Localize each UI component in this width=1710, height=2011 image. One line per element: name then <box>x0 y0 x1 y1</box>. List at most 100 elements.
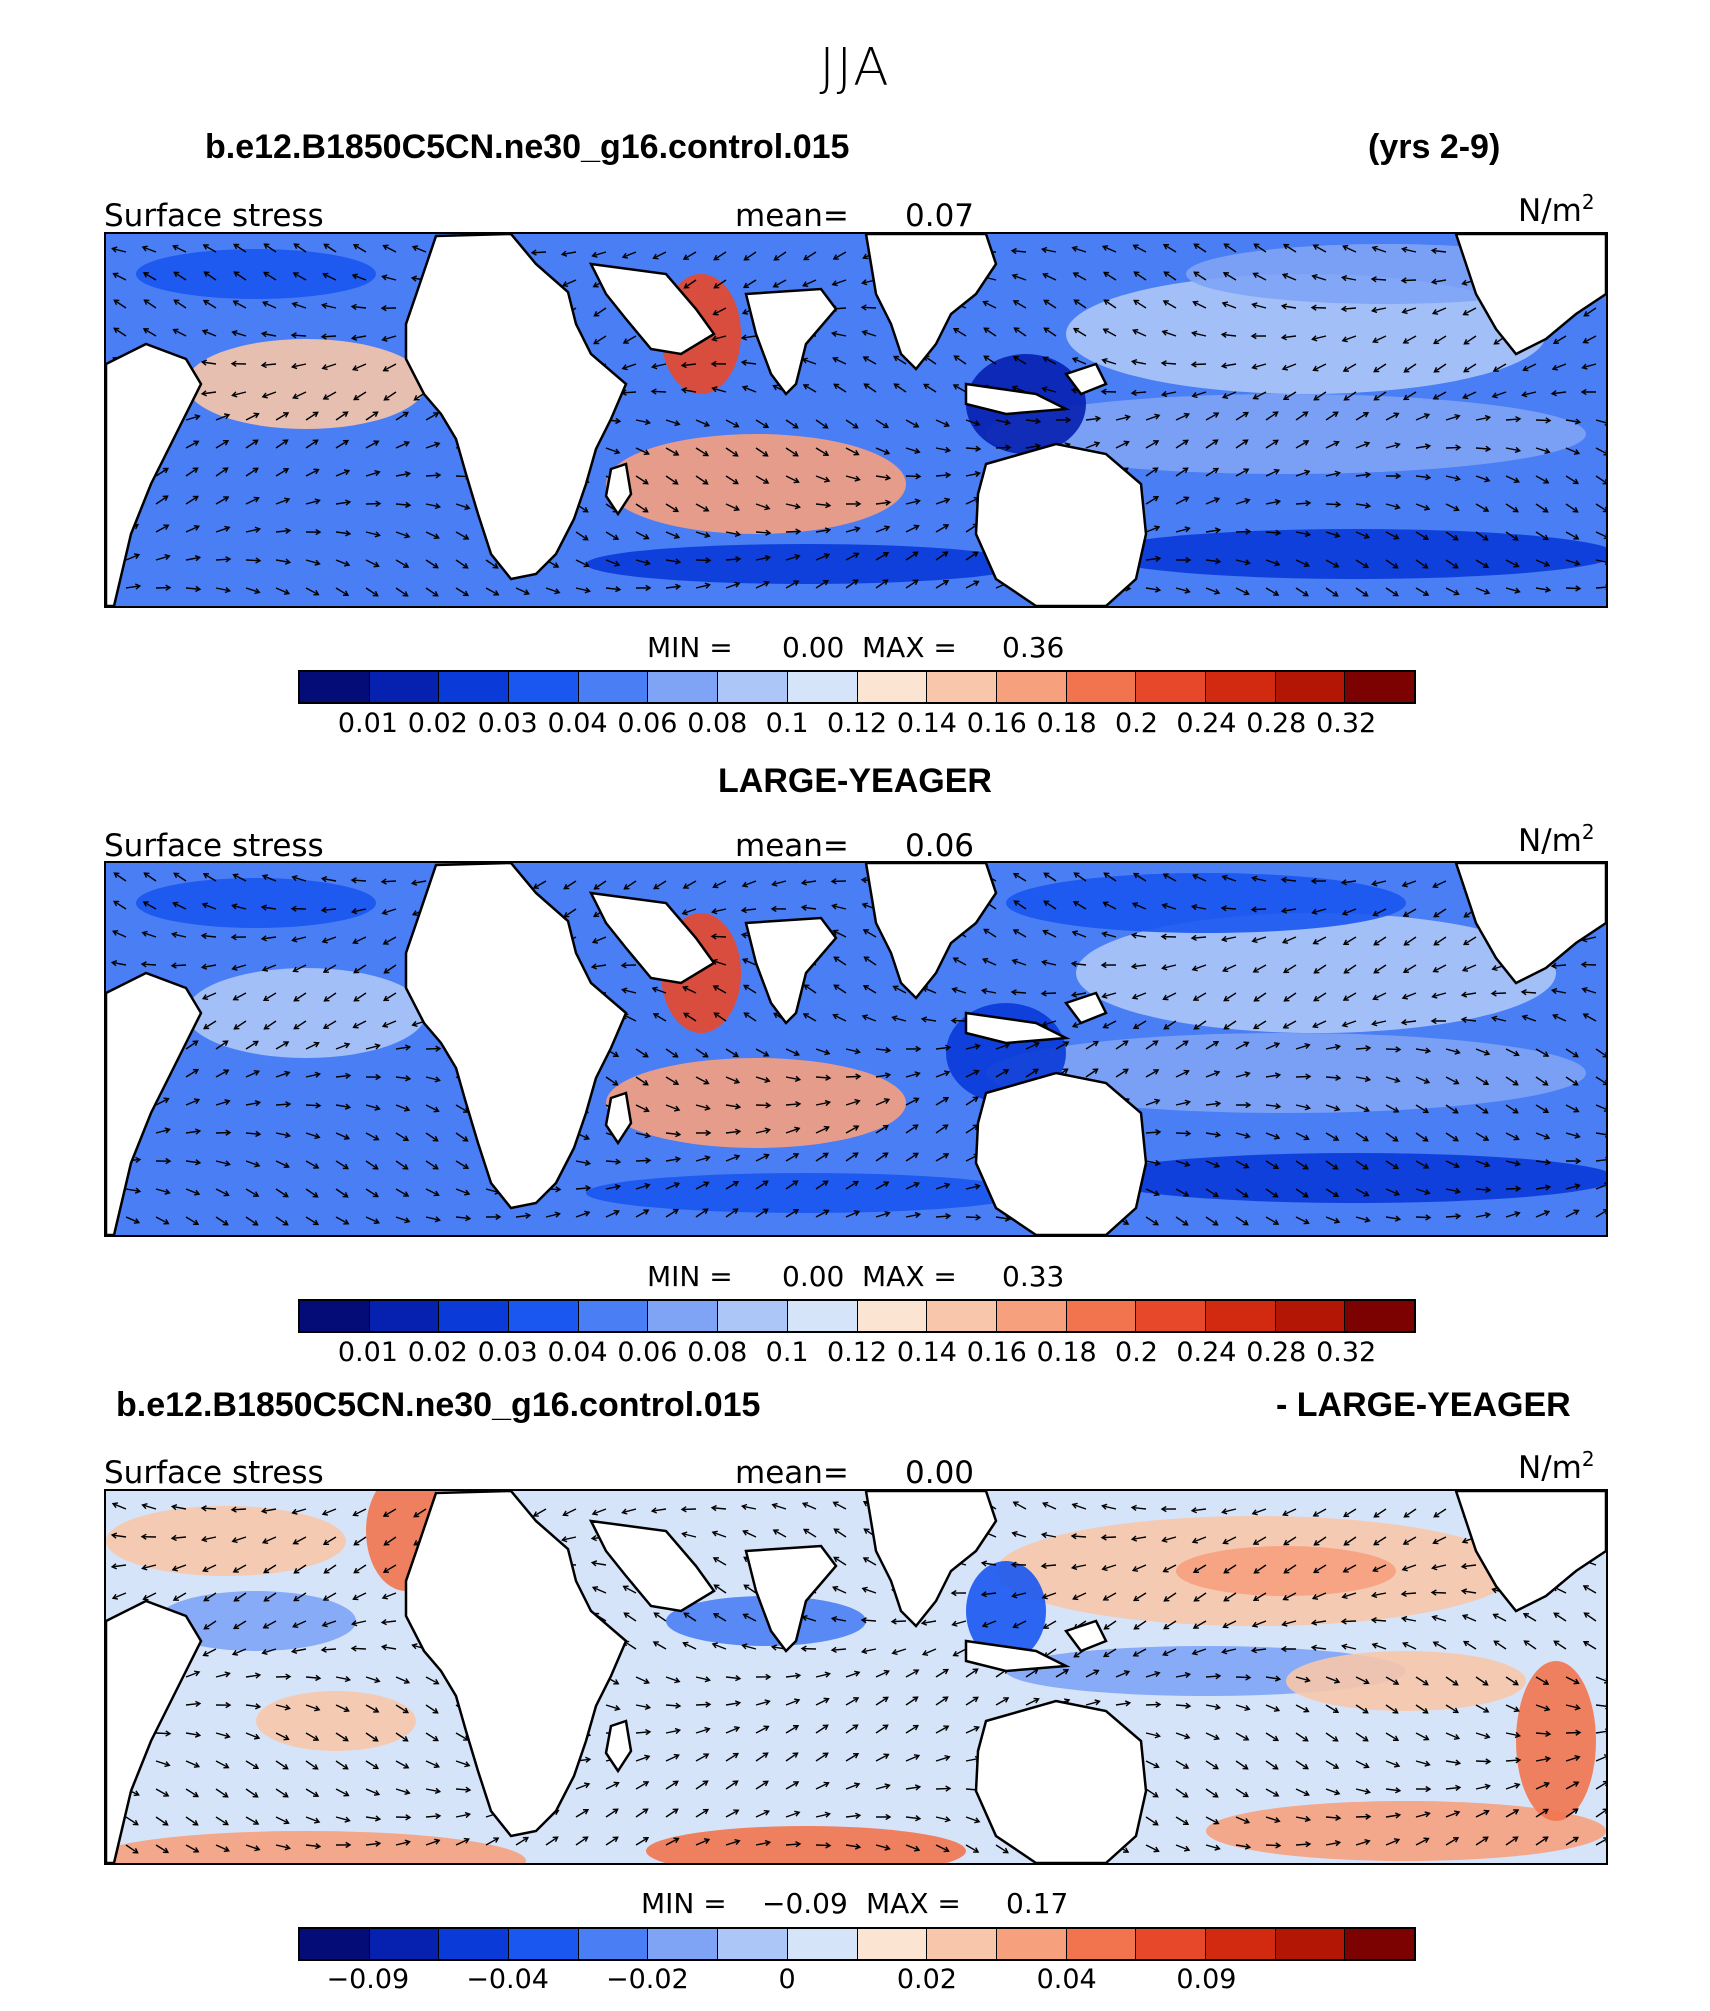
colorbar-swatch <box>300 1301 370 1331</box>
colorbar-tick-label: 0.02 <box>896 1964 957 1995</box>
panel1-min-value: 0.00 <box>782 631 845 664</box>
panel3-units-base: N/m <box>1518 1450 1582 1486</box>
colorbar-tick-label: −0.04 <box>466 1964 549 1995</box>
colorbar-tick-label: 0.06 <box>617 1337 678 1368</box>
colorbar-tick-label: 0.1 <box>765 1337 809 1368</box>
colorbar-tick-label: 0.32 <box>1316 1337 1377 1368</box>
panel3-colorbar-ticks: −0.09 −0.04 −0.02 0 0.02 0.04 0.09 <box>298 1964 1416 1998</box>
case-name-header: b.e12.B1850C5CN.ne30_g16.control.015 <box>205 128 850 166</box>
colorbar-swatch <box>648 1301 719 1331</box>
colorbar-swatch <box>648 672 719 702</box>
colorbar-swatch <box>927 1929 997 1959</box>
colorbar-swatch <box>509 672 579 702</box>
panel3-units-exp: 2 <box>1581 1447 1595 1471</box>
colorbar-tick-label: 0.28 <box>1246 708 1307 739</box>
colorbar-swatch <box>996 1301 1067 1331</box>
colorbar-tick-label: 0.01 <box>337 708 398 739</box>
colorbar-tick-label: 0.14 <box>896 708 957 739</box>
colorbar-tick-label: 0.32 <box>1316 708 1377 739</box>
panel1-colorbar <box>298 670 1416 704</box>
colorbar-tick-label: 0.04 <box>547 1337 608 1368</box>
colorbar-tick-label: 0.03 <box>477 708 538 739</box>
colorbar-swatch <box>509 1929 579 1959</box>
colorbar-swatch <box>787 1929 858 1959</box>
panel2-field-label: Surface stress <box>104 828 324 864</box>
colorbar-swatch <box>369 1301 440 1331</box>
colorbar-tick-label: 0 <box>778 1964 796 1995</box>
reference-title: LARGE-YEAGER <box>718 762 992 800</box>
panel2-mean-label: mean= <box>735 828 849 864</box>
colorbar-swatch <box>927 672 997 702</box>
colorbar-tick-label: 0.12 <box>826 1337 888 1368</box>
panel2-mean-value: 0.06 <box>905 828 975 864</box>
colorbar-swatch <box>439 1929 510 1959</box>
colorbar-swatch <box>1066 1301 1137 1331</box>
colorbar-swatch <box>1275 1301 1346 1331</box>
colorbar-swatch <box>578 1929 649 1959</box>
colorbar-swatch <box>718 672 788 702</box>
panel1-mean-value: 0.07 <box>905 198 975 234</box>
colorbar-swatch <box>1136 1929 1206 1959</box>
colorbar-tick-label: 0.2 <box>1115 1337 1158 1368</box>
panel2-colorbar-ticks: 0.01 0.02 0.03 0.04 0.06 0.08 0.1 0.12 0.14 0.16 0… <box>298 1337 1416 1371</box>
panel3-max-label: MAX = <box>866 1887 961 1920</box>
panel1-units-exp: 2 <box>1581 190 1595 214</box>
panel3-colorbar <box>298 1927 1416 1961</box>
panel3-min-label: MIN = <box>641 1887 727 1920</box>
panel3-map <box>104 1489 1608 1865</box>
colorbar-swatch <box>718 1301 788 1331</box>
colorbar-tick-label: 0.12 <box>826 708 888 739</box>
panel1-colorbar-ticks: 0.01 0.02 0.03 0.04 0.06 0.08 0.1 0.12 0.14 0.16 0… <box>298 708 1416 742</box>
colorbar-swatch <box>369 672 440 702</box>
colorbar-tick-label: 0.24 <box>1176 1337 1237 1368</box>
panel2-colorbar <box>298 1299 1416 1333</box>
panel2-map <box>104 861 1608 1237</box>
panel1-min-label: MIN = <box>647 631 733 664</box>
years-header: (yrs 2-9) <box>1368 128 1501 166</box>
colorbar-swatch <box>509 1301 579 1331</box>
panel2-units-base: N/m <box>1518 823 1582 859</box>
colorbar-tick-label: 0.01 <box>337 1337 398 1368</box>
colorbar-swatch <box>1205 1929 1276 1959</box>
colorbar-swatch <box>787 672 858 702</box>
colorbar-tick-label: 0.09 <box>1176 1964 1237 1995</box>
colorbar-swatch <box>300 672 370 702</box>
colorbar-tick-label: 0.16 <box>966 1337 1027 1368</box>
panel3-field-label: Surface stress <box>104 1455 324 1491</box>
panel3-mean-value: 0.00 <box>905 1455 975 1491</box>
panel1-units-base: N/m <box>1518 193 1582 229</box>
colorbar-swatch <box>787 1301 858 1331</box>
colorbar-swatch <box>578 672 649 702</box>
panel2-max-value: 0.33 <box>1002 1260 1065 1293</box>
colorbar-tick-label: 0.03 <box>477 1337 538 1368</box>
colorbar-swatch <box>1136 672 1206 702</box>
colorbar-swatch <box>857 1929 928 1959</box>
colorbar-tick-label: 0.08 <box>687 1337 748 1368</box>
colorbar-swatch <box>718 1929 788 1959</box>
colorbar-swatch <box>439 672 510 702</box>
panel1-mean-label: mean= <box>735 198 849 234</box>
colorbar-swatch <box>1275 1929 1346 1959</box>
panel2-min-label: MIN = <box>647 1260 733 1293</box>
figure-title: JJA <box>819 38 891 98</box>
colorbar-swatch <box>648 1929 719 1959</box>
colorbar-swatch <box>996 672 1067 702</box>
panel3-max-value: 0.17 <box>1006 1887 1069 1920</box>
colorbar-tick-label: 0.04 <box>1036 1964 1097 1995</box>
panel3-min-value: −0.09 <box>762 1887 848 1920</box>
colorbar-swatch <box>1066 1929 1137 1959</box>
colorbar-swatch <box>1275 672 1346 702</box>
diff-title-right: - LARGE-YEAGER <box>1276 1386 1571 1424</box>
panel1-units: N/m2 <box>1518 190 1595 229</box>
colorbar-tick-label: −0.02 <box>606 1964 689 1995</box>
panel1-max-value: 0.36 <box>1002 631 1065 664</box>
colorbar-tick-label: 0.1 <box>765 708 809 739</box>
colorbar-tick-label: 0.14 <box>896 1337 957 1368</box>
panel1-max-label: MAX = <box>862 631 957 664</box>
colorbar-tick-label: 0.06 <box>617 708 678 739</box>
colorbar-tick-label: 0.16 <box>966 708 1027 739</box>
colorbar-swatch <box>996 1929 1067 1959</box>
colorbar-swatch <box>1136 1301 1206 1331</box>
colorbar-swatch <box>1066 672 1137 702</box>
colorbar-swatch <box>1205 1301 1276 1331</box>
